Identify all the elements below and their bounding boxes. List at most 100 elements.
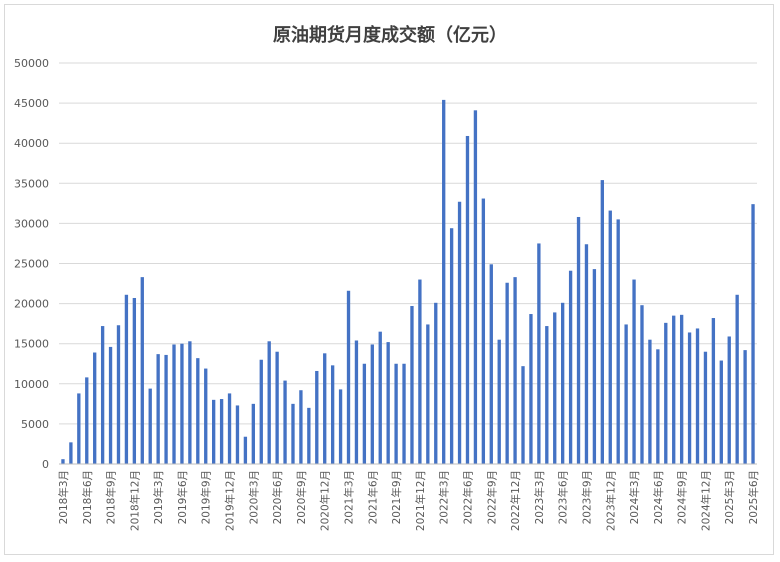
bar [251, 403, 255, 464]
bar [743, 350, 747, 464]
bar [656, 349, 660, 464]
bar [584, 244, 589, 464]
y-tick-label: 50000 [14, 57, 49, 70]
bar [283, 380, 287, 464]
bar [394, 363, 398, 464]
x-tick-label: 2022年6月 [461, 470, 474, 524]
bar [85, 377, 89, 464]
x-tick-label: 2018年9月 [105, 470, 118, 524]
x-tick-label: 2019年12月 [224, 470, 237, 531]
x-tick-label: 2023年6月 [557, 470, 570, 524]
bar [537, 243, 541, 464]
bar [553, 312, 557, 464]
bar [632, 279, 636, 464]
x-tick-label: 2023年9月 [580, 470, 593, 524]
x-tick-label: 2023年12月 [604, 470, 617, 531]
bar [108, 346, 113, 464]
x-tick-label: 2021年3月 [343, 470, 356, 524]
bar [640, 305, 644, 464]
bar [735, 294, 739, 464]
bar [69, 442, 73, 464]
bar [323, 353, 327, 464]
bar [346, 290, 351, 464]
x-tick-label: 2020年6月 [271, 470, 284, 524]
bar [600, 180, 604, 464]
bar [719, 360, 723, 464]
bar [529, 314, 533, 464]
bar [489, 264, 493, 464]
x-tick-label: 2020年9月 [295, 470, 308, 524]
bar [354, 340, 359, 464]
chart-frame: 原油期货月度成交额（亿元） 0 5000 10000 15000 20000 25000 3… [4, 4, 774, 555]
bar [140, 277, 144, 464]
bar [188, 341, 192, 464]
x-tick-label: 2025年3月 [723, 470, 736, 524]
bar [624, 324, 628, 464]
bar [703, 351, 708, 464]
bar [545, 326, 549, 464]
bar [402, 363, 406, 464]
bar [180, 343, 184, 464]
bar [156, 354, 160, 464]
x-tick-label: 2022年12月 [509, 470, 522, 531]
bar [338, 389, 343, 464]
bar [576, 216, 581, 464]
x-tick-label: 2020年12月 [319, 470, 332, 531]
bar [481, 198, 486, 465]
bar [362, 363, 367, 464]
bar [695, 328, 700, 464]
bar [196, 358, 200, 464]
bar [204, 368, 208, 464]
y-tick-label: 30000 [14, 217, 49, 230]
bar [457, 201, 462, 464]
x-tick-label: 2021年12月 [414, 470, 427, 531]
x-axis-tick-labels: 2018年3月 2018年6月 2018年9月 2018年12月 2019年3月 2019… [57, 470, 760, 531]
bar [727, 336, 731, 464]
bar [378, 331, 382, 464]
bar [124, 294, 129, 464]
x-tick-label: 2024年6月 [652, 470, 665, 524]
bar [561, 302, 565, 464]
bar [687, 332, 692, 464]
bar [291, 403, 295, 464]
bar [751, 204, 755, 464]
bar [449, 228, 454, 464]
bar [116, 325, 121, 464]
bar [521, 366, 525, 464]
bar [711, 318, 716, 464]
bar [648, 339, 652, 464]
y-tick-label: 25000 [14, 258, 49, 271]
bar [592, 269, 597, 464]
bar [299, 390, 303, 464]
bar [426, 324, 430, 464]
bar [664, 322, 668, 464]
x-tick-label: 2018年3月 [57, 470, 70, 524]
y-tick-label: 5000 [21, 418, 49, 431]
bar [93, 352, 97, 464]
bar [315, 370, 319, 464]
bar [497, 339, 501, 464]
gridlines [59, 62, 757, 425]
bar [410, 306, 414, 464]
bar [148, 388, 152, 464]
bar [473, 110, 478, 464]
bar [61, 459, 65, 464]
bar [275, 351, 279, 464]
bars [61, 99, 755, 465]
y-tick-label: 10000 [14, 378, 49, 391]
bar [212, 399, 216, 464]
bar [164, 354, 168, 464]
x-tick-label: 2021年9月 [390, 470, 403, 524]
bar [227, 393, 232, 464]
bar [442, 99, 446, 464]
bar [77, 393, 81, 464]
bar [307, 407, 311, 464]
bar [505, 282, 509, 464]
bar [672, 315, 676, 464]
bar [243, 436, 248, 464]
bar [259, 359, 263, 464]
bar [465, 135, 470, 465]
y-tick-label: 45000 [14, 97, 49, 110]
y-tick-label: 20000 [14, 298, 49, 311]
x-tick-label: 2019年3月 [152, 470, 165, 524]
